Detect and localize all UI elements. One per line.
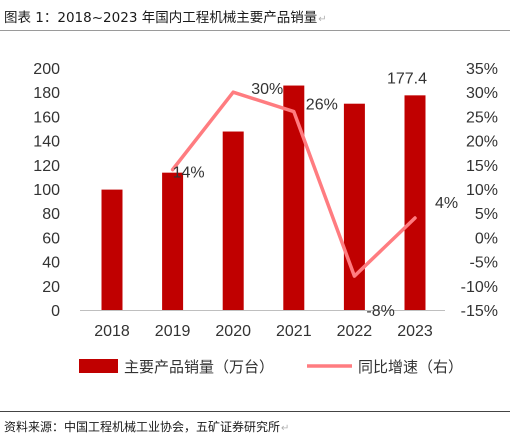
line-data-label: 30% [251, 81, 283, 98]
right-tick-label: 5% [475, 206, 498, 223]
left-tick-label: 100 [33, 182, 60, 199]
x-tick-label: 2020 [215, 323, 251, 340]
source-note: 资料来源：中国工程机械工业协会，五矿证券研究所↵ [4, 418, 289, 435]
chart-title-text: 图表 1：2018~2023 年国内工程机械主要产品销量 [4, 10, 318, 26]
left-tick-label: 120 [33, 158, 60, 175]
line-data-label: 26% [306, 97, 338, 114]
left-tick-label: 60 [42, 230, 60, 247]
x-tick-label: 2018 [94, 323, 130, 340]
line-data-label: -8% [366, 303, 394, 320]
line-data-label: 14% [173, 165, 205, 182]
source-divider [0, 411, 510, 412]
line-series [170, 90, 417, 278]
right-tick-label: -5% [470, 255, 498, 272]
bar-data-label: 177.4 [387, 70, 427, 87]
x-tick-label: 2022 [337, 323, 373, 340]
legend: 主要产品销量（万台） 同比增速（右） [79, 359, 463, 376]
left-axis: 0 20 40 60 80 100 120 140 160 180 200 [33, 61, 60, 320]
chart-title: 图表 1：2018~2023 年国内工程机械主要产品销量↵ [4, 6, 327, 26]
legend-line-label: 同比增速（右） [358, 359, 463, 376]
source-text: 资料来源：中国工程机械工业协会，五矿证券研究所 [4, 420, 281, 434]
right-tick-label: 20% [466, 134, 498, 151]
bar [343, 103, 365, 310]
right-tick-label: 10% [466, 182, 498, 199]
right-tick-label: -15% [461, 303, 498, 320]
combo-chart: 0 20 40 60 80 100 120 140 160 180 200 -15% -10% -5% 0… [33, 61, 498, 376]
return-glyph-icon: ↵ [281, 423, 290, 434]
right-tick-label: 25% [466, 109, 498, 126]
left-tick-label: 0 [51, 303, 60, 320]
left-tick-label: 20 [42, 279, 60, 296]
bar-series [101, 85, 426, 310]
growth-line [170, 90, 417, 278]
right-tick-label: 35% [466, 61, 498, 78]
right-tick-label: 0% [475, 230, 498, 247]
left-tick-label: 200 [33, 61, 60, 78]
x-tick-label: 2023 [397, 323, 433, 340]
right-tick-label: 15% [466, 158, 498, 175]
legend-bar-label: 主要产品销量（万台） [124, 359, 274, 376]
left-tick-label: 80 [42, 206, 60, 223]
x-tick-label: 2021 [276, 323, 312, 340]
data-labels: 14% 30% 26% -8% 4% 177.4 [173, 70, 459, 320]
left-tick-label: 40 [42, 255, 60, 272]
left-tick-label: 140 [33, 134, 60, 151]
left-tick-label: 180 [33, 85, 60, 102]
bar [101, 189, 123, 310]
bar [283, 85, 305, 310]
left-tick-label: 160 [33, 109, 60, 126]
x-tick-label: 2019 [155, 323, 191, 340]
right-tick-label: 30% [466, 85, 498, 102]
right-tick-label: -10% [461, 279, 498, 296]
line-data-label: 4% [435, 195, 458, 212]
return-glyph-icon: ↵ [318, 14, 327, 25]
legend-bar-swatch [79, 359, 118, 373]
title-divider [0, 30, 510, 31]
bar [404, 95, 426, 310]
right-axis: -15% -10% -5% 0% 5% 10% 15% 20% 25% 30% 35% [461, 61, 498, 320]
bar [162, 172, 184, 310]
x-axis: 2018 2019 2020 2021 2022 2023 [94, 323, 433, 340]
bar [222, 131, 244, 310]
